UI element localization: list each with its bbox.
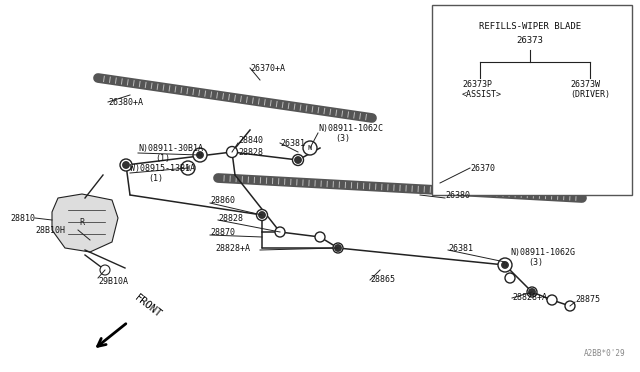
Circle shape (529, 289, 536, 295)
Text: (DRIVER): (DRIVER) (570, 90, 610, 99)
Text: 26380+A: 26380+A (108, 97, 143, 106)
Circle shape (441, 141, 449, 149)
Text: 26373W: 26373W (570, 80, 600, 89)
Circle shape (565, 301, 575, 311)
Text: 26370+A: 26370+A (250, 64, 285, 73)
Text: (3): (3) (528, 257, 543, 266)
Circle shape (100, 265, 110, 275)
Circle shape (502, 262, 509, 269)
Circle shape (527, 287, 537, 297)
Text: R: R (79, 218, 84, 227)
Text: 29B10A: 29B10A (98, 278, 128, 286)
Polygon shape (52, 194, 118, 252)
Text: 26381: 26381 (280, 138, 305, 148)
Text: 28865: 28865 (370, 276, 395, 285)
Circle shape (315, 232, 325, 242)
Text: <ASSIST>: <ASSIST> (462, 90, 502, 99)
Text: 26373: 26373 (516, 36, 543, 45)
Text: 28870: 28870 (210, 228, 235, 237)
Text: N: N (503, 262, 507, 268)
Circle shape (257, 209, 268, 221)
Text: (1): (1) (155, 154, 170, 163)
Circle shape (227, 147, 237, 157)
Text: N)08911-1062C: N)08911-1062C (318, 124, 383, 132)
Text: 26380: 26380 (445, 190, 470, 199)
Circle shape (333, 243, 343, 253)
Circle shape (303, 141, 317, 155)
Circle shape (547, 295, 557, 305)
Text: (1): (1) (148, 173, 163, 183)
Bar (432, 5, 632, 195)
Text: N: N (198, 152, 202, 158)
Text: 28828+A: 28828+A (215, 244, 250, 253)
Text: 28828+A: 28828+A (512, 294, 547, 302)
Circle shape (614, 168, 622, 176)
Text: REFILLS-WIPER BLADE: REFILLS-WIPER BLADE (479, 22, 581, 31)
Text: 28828: 28828 (218, 214, 243, 222)
Circle shape (196, 151, 204, 158)
Circle shape (305, 144, 314, 153)
Text: A2BB*0'29: A2BB*0'29 (584, 349, 625, 358)
Text: (3): (3) (335, 134, 350, 142)
Text: W)08915-13B1A: W)08915-13B1A (130, 164, 195, 173)
Text: 26373P: 26373P (462, 80, 492, 89)
Circle shape (294, 157, 301, 164)
Circle shape (505, 273, 515, 283)
Circle shape (181, 161, 195, 175)
Text: 28828: 28828 (238, 148, 263, 157)
Text: 28840: 28840 (238, 135, 263, 144)
Text: 28810: 28810 (10, 214, 35, 222)
Text: N)08911-30B1A: N)08911-30B1A (138, 144, 203, 153)
Text: N: N (308, 145, 312, 151)
Circle shape (195, 150, 205, 160)
Text: N)08911-1062G: N)08911-1062G (510, 247, 575, 257)
Text: 28875: 28875 (575, 295, 600, 305)
Text: 26370: 26370 (470, 164, 495, 173)
Circle shape (534, 171, 542, 179)
Text: 28B10H: 28B10H (35, 225, 65, 234)
Circle shape (504, 136, 512, 144)
Text: 28860: 28860 (210, 196, 235, 205)
Circle shape (498, 258, 512, 272)
Circle shape (275, 227, 285, 237)
Circle shape (292, 154, 303, 166)
Circle shape (259, 212, 266, 218)
Circle shape (499, 259, 511, 271)
Circle shape (193, 148, 207, 162)
Text: 26381: 26381 (448, 244, 473, 253)
Circle shape (335, 244, 342, 251)
Text: FRONT: FRONT (133, 293, 164, 320)
Text: W: W (186, 165, 190, 171)
Circle shape (120, 159, 132, 171)
Circle shape (122, 161, 129, 169)
